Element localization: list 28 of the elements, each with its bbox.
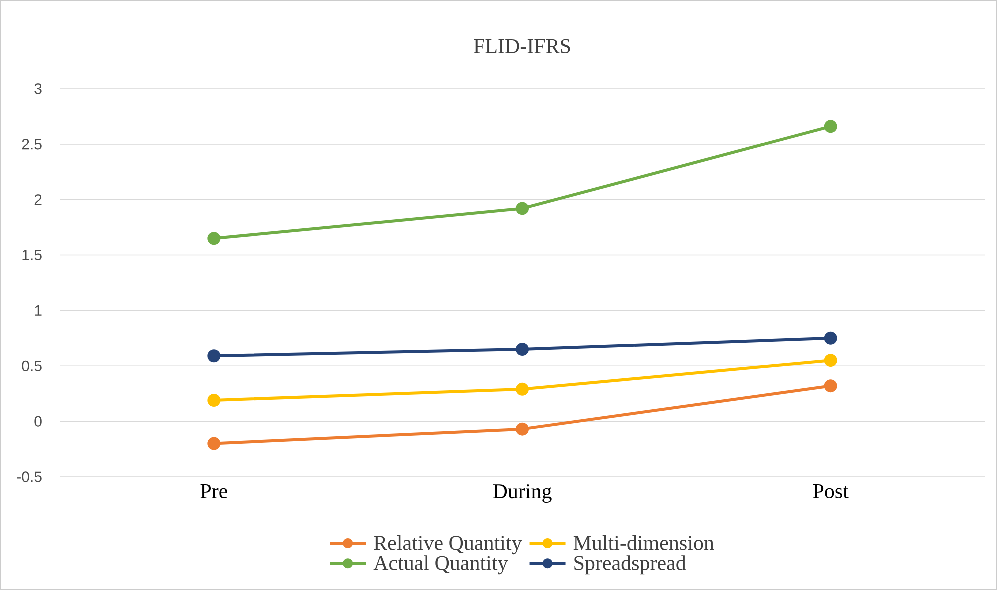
y-tick-label: 0.5 [22, 360, 42, 372]
y-tick-label: 1 [35, 306, 42, 316]
legend-label: Actual Quantity [374, 556, 508, 575]
point [824, 354, 838, 368]
point [516, 202, 530, 216]
point [516, 343, 530, 356]
point [824, 332, 838, 345]
point [516, 382, 530, 396]
y-tick-label: 2 [34, 194, 42, 206]
point [208, 350, 221, 363]
point [208, 394, 221, 407]
legend-label: Multi-dimension [574, 536, 714, 550]
point [208, 232, 221, 246]
y-tick-label: 2.5 [22, 139, 42, 150]
y-tick-label: 0 [34, 416, 42, 427]
legend-label: Relative Quantity [374, 536, 522, 555]
x-tick-label: Post [813, 484, 849, 498]
y-tick-label: 1.5 [22, 250, 42, 261]
point [824, 120, 838, 134]
chart-title: FLID-IFRS [474, 39, 570, 54]
point [208, 437, 221, 450]
legend-label: Spreadspread [574, 556, 686, 575]
y-tick-label: -0.5 [17, 472, 42, 482]
point [516, 422, 530, 436]
x-tick-label: During [493, 484, 552, 503]
y-tick-label: 3 [34, 84, 42, 94]
point [824, 380, 838, 393]
x-tick-label: Pre [200, 484, 228, 498]
